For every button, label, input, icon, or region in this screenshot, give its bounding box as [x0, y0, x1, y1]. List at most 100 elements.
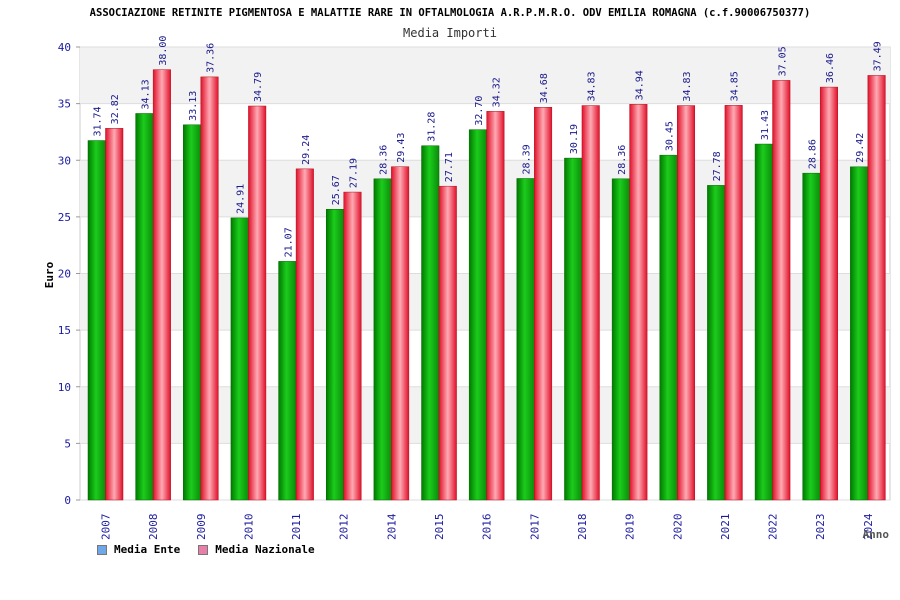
y-tick-label: 30 [58, 154, 71, 167]
bar-media-nazionale [772, 80, 791, 501]
x-tick-label: 2016 [481, 514, 494, 541]
bar-media-nazionale [629, 104, 648, 501]
bar-media-nazionale [867, 75, 886, 501]
bar-media-ente [421, 145, 440, 501]
bar-value-label: 38.00 [158, 36, 169, 66]
bar-media-nazionale [248, 105, 267, 501]
y-tick-label: 40 [58, 41, 71, 54]
y-tick-label: 15 [58, 324, 71, 337]
bar-media-nazionale [391, 166, 410, 501]
bar-value-label: 28.39 [522, 144, 533, 174]
y-axis-label: Euro [43, 261, 56, 288]
bar-value-label: 27.78 [712, 151, 723, 181]
x-tick-label: 2007 [100, 514, 113, 541]
bar-media-ente [135, 113, 154, 501]
bar-value-label: 21.07 [283, 227, 294, 257]
x-tick-label: 2021 [719, 514, 732, 541]
bar-value-label: 34.68 [539, 73, 550, 103]
bar-value-label: 29.42 [855, 133, 866, 163]
legend-swatch [97, 544, 107, 555]
bar-media-ente [611, 178, 630, 501]
bar-value-label: 34.32 [491, 77, 502, 107]
bar-media-ente [230, 217, 249, 501]
bar-value-label: 37.05 [777, 46, 788, 76]
bar-media-ente [802, 172, 821, 501]
bar-media-nazionale [152, 69, 171, 501]
bar-media-nazionale [105, 128, 124, 501]
x-tick-label: 2022 [767, 514, 780, 541]
x-tick-label: 2020 [671, 514, 684, 541]
chart-title: ASSOCIAZIONE RETINITE PIGMENTOSA E MALAT… [90, 7, 811, 19]
bar-media-nazionale [581, 105, 600, 501]
bar-value-label: 37.49 [873, 41, 884, 71]
legend-label: Media Ente [114, 543, 181, 556]
bar-media-ente [707, 185, 726, 501]
bar-media-ente [325, 209, 344, 501]
x-tick-label: 2012 [338, 514, 351, 541]
bar-media-ente [564, 157, 583, 501]
x-tick-label: 2018 [576, 514, 589, 541]
x-axis-label: Anno [863, 528, 890, 541]
bar-media-ente [278, 261, 297, 501]
y-tick-label: 0 [64, 494, 71, 507]
bar-media-ente [468, 129, 487, 501]
bar-value-label: 27.19 [348, 158, 359, 188]
x-tick-label: 2024 [862, 513, 875, 540]
bar-value-label: 34.83 [682, 71, 693, 101]
bar-value-label: 28.86 [807, 139, 818, 169]
legend-item-media-ente: Media Ente [97, 543, 180, 556]
bar-value-label: 34.85 [730, 71, 741, 101]
y-tick-label: 10 [58, 381, 71, 394]
bar-value-label: 34.94 [634, 70, 645, 100]
bar-value-label: 32.82 [110, 94, 121, 124]
bar-value-label: 28.36 [617, 145, 628, 175]
bar-media-ente [754, 143, 773, 501]
x-tick-label: 2023 [814, 514, 827, 541]
bar-media-ente [373, 178, 392, 501]
x-tick-label: 2008 [147, 514, 160, 541]
bar-value-label: 31.74 [93, 106, 104, 136]
bar-media-nazionale [486, 111, 505, 501]
bar-media-nazionale [343, 191, 362, 501]
legend-item-media-nazionale: Media Nazionale [198, 543, 315, 556]
bar-media-ente [850, 166, 869, 501]
x-tick-label: 2011 [290, 514, 303, 541]
bar-media-nazionale [438, 185, 457, 501]
x-tick-label: 2017 [528, 514, 541, 541]
bar-value-label: 34.79 [253, 72, 264, 102]
legend-swatch [198, 544, 209, 555]
bar-value-label: 31.43 [760, 110, 771, 140]
bar-value-label: 28.36 [379, 145, 390, 175]
y-tick-label: 35 [58, 98, 71, 111]
legend-label: Media Nazionale [215, 543, 315, 556]
x-tick-label: 2010 [242, 514, 255, 541]
bar-media-nazionale [200, 76, 219, 501]
bar-media-ente [516, 178, 535, 501]
bar-value-label: 24.91 [236, 184, 247, 214]
bar-media-ente [659, 154, 678, 501]
bar-value-label: 31.28 [426, 112, 437, 142]
x-tick-label: 2015 [433, 514, 446, 541]
bar-value-label: 25.67 [331, 175, 342, 205]
bar-media-ente [87, 140, 106, 501]
bar-value-label: 32.70 [474, 96, 485, 126]
bar-media-nazionale [295, 168, 314, 501]
bar-value-label: 37.36 [206, 43, 217, 73]
bar-media-ente [183, 124, 202, 501]
x-tick-label: 2014 [385, 513, 398, 540]
bar-media-nazionale [677, 105, 696, 501]
bar-value-label: 27.71 [444, 152, 455, 182]
bar-media-nazionale [534, 106, 553, 501]
bar-value-label: 34.83 [587, 71, 598, 101]
bar-value-label: 30.45 [665, 121, 676, 151]
bar-media-nazionale [724, 105, 743, 501]
bar-value-label: 29.24 [301, 135, 312, 165]
y-tick-label: 20 [58, 268, 71, 281]
x-tick-label: 2009 [195, 514, 208, 541]
legend: Media Ente Media Nazionale [97, 543, 315, 556]
x-tick-label: 2019 [624, 514, 637, 541]
bar-value-label: 34.13 [140, 79, 151, 109]
bar-value-label: 29.43 [396, 133, 407, 163]
bar-value-label: 30.19 [569, 124, 580, 154]
